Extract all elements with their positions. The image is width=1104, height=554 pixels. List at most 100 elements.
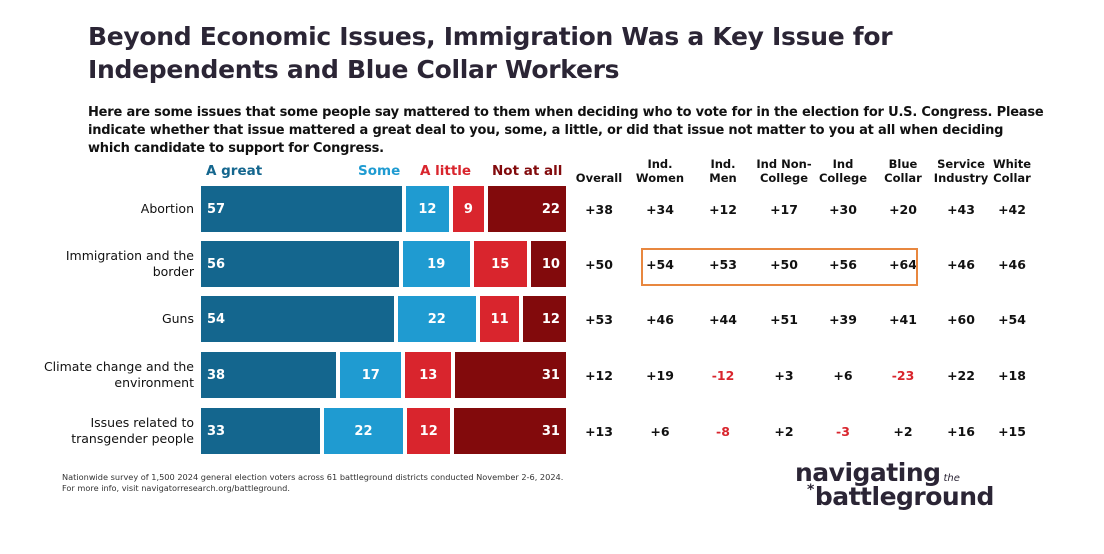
- row-label-line: border: [152, 264, 194, 279]
- table-cell: +30: [829, 202, 857, 217]
- row-label: Guns: [162, 311, 194, 327]
- logo-navigating: navigating: [795, 458, 941, 487]
- row-label-line: Abortion: [140, 201, 194, 216]
- bar-value-label: 22: [541, 201, 560, 217]
- bar-segment-not-at-all: 10: [530, 241, 566, 287]
- table-cell: +12: [585, 368, 613, 383]
- bar-segment-some: 19: [402, 241, 470, 287]
- column-header-line: College: [818, 171, 868, 185]
- bar-value-label: 33: [207, 423, 226, 439]
- bar-segment-not-at-all: 12: [523, 296, 566, 342]
- table-cell: +3: [774, 368, 794, 383]
- column-header: Service Industry: [921, 157, 1001, 185]
- column-header: Blue Collar: [863, 157, 943, 185]
- row-label-line: Guns: [161, 311, 194, 326]
- column-header-line: Overall: [575, 171, 623, 185]
- bar-segment-some: 17: [340, 352, 402, 398]
- bar-segment-not-at-all: 22: [488, 186, 566, 232]
- table-cell: +50: [585, 257, 613, 272]
- row-label: Issues related to transgender people: [71, 415, 194, 447]
- table-cell: +53: [585, 312, 613, 327]
- legend-item-not-at-all: Not at all: [492, 163, 563, 179]
- row-label: Climate change and the environment: [44, 359, 194, 391]
- bar-value-label: 56: [207, 256, 226, 272]
- column-header: Ind Non- College: [744, 157, 824, 185]
- table-cell: +6: [833, 368, 853, 383]
- table-cell: -23: [891, 368, 915, 383]
- table-cell: +2: [774, 424, 794, 439]
- chart-title: Beyond Economic Issues, Immigration Was …: [88, 22, 893, 84]
- bar-segment-a-little: 9: [452, 186, 485, 232]
- column-header: Ind. Men: [683, 157, 763, 185]
- footnote: Nationwide survey of 1,500 2024 general …: [62, 472, 563, 494]
- logo-the: the: [943, 473, 960, 484]
- question-text: Here are some issues that some people sa…: [88, 105, 1044, 156]
- table-cell: +17: [770, 202, 798, 217]
- navigating-the-battleground-logo: navigating the *battleground: [795, 458, 994, 511]
- row-label: Abortion: [141, 201, 194, 217]
- table-cell: +2: [893, 424, 913, 439]
- column-header-line: White: [992, 157, 1032, 171]
- bar-segment-some: 12: [406, 186, 449, 232]
- bar-value-label: 12: [419, 423, 438, 439]
- legend-item-some: Some: [358, 163, 401, 179]
- table-cell: +39: [829, 312, 857, 327]
- bar-segment-not-at-all: 31: [455, 352, 566, 398]
- table-cell: +22: [947, 368, 975, 383]
- table-cell: +13: [585, 424, 613, 439]
- row-label-line: environment: [114, 375, 194, 390]
- bar-segment-a-little: 11: [479, 296, 520, 342]
- table-cell: +38: [585, 202, 613, 217]
- table-cell: +20: [889, 202, 917, 217]
- bar-segment-a-little: 12: [407, 408, 451, 454]
- bar-segment-not-at-all: 31: [454, 408, 566, 454]
- legend-item-a-great: A great: [206, 163, 263, 179]
- table-cell: +15: [998, 424, 1026, 439]
- table-cell: +50: [770, 257, 798, 272]
- bar-value-label: 22: [354, 423, 373, 439]
- column-header-line: Industry: [933, 171, 989, 185]
- bar-value-label: 54: [207, 311, 226, 327]
- bar-segment-some: 22: [323, 408, 404, 454]
- table-cell: +41: [889, 312, 917, 327]
- bar-value-label: 12: [541, 311, 560, 327]
- bar-value-label: 38: [207, 367, 226, 383]
- legend-item-a-little: A little: [420, 163, 472, 179]
- table-cell: +18: [998, 368, 1026, 383]
- highlight-box: [641, 248, 918, 286]
- bar-value-label: 10: [541, 256, 560, 272]
- column-header: White Collar: [972, 157, 1052, 185]
- bar-value-label: 22: [427, 311, 446, 327]
- table-cell: -12: [711, 368, 735, 383]
- bar-segment-a-great: 33: [201, 408, 320, 454]
- column-header-line: Ind: [832, 157, 854, 171]
- table-cell: +6: [650, 424, 670, 439]
- bar-value-label: 57: [207, 201, 226, 217]
- column-header-line: Service: [937, 157, 985, 171]
- table-cell: +19: [646, 368, 674, 383]
- bar-value-label: 12: [418, 201, 437, 217]
- table-cell: +60: [947, 312, 975, 327]
- bar-segment-a-little: 13: [405, 352, 452, 398]
- bar-value-label: 13: [419, 367, 438, 383]
- row-label-line: Issues related to: [90, 415, 194, 430]
- table-cell: +51: [770, 312, 798, 327]
- table-cell: +42: [998, 202, 1026, 217]
- bar-value-label: 9: [463, 201, 473, 217]
- table-cell: +53: [709, 257, 737, 272]
- column-header-line: Ind.: [710, 157, 736, 171]
- bar-value-label: 19: [427, 256, 446, 272]
- footnote-line-1: Nationwide survey of 1,500 2024 general …: [62, 472, 564, 482]
- bar-value-label: 31: [541, 423, 560, 439]
- table-cell: +46: [998, 257, 1026, 272]
- column-header-line: College: [759, 171, 809, 185]
- bar-segment-a-great: 54: [201, 296, 394, 342]
- bar-value-label: 17: [361, 367, 380, 383]
- column-header-line: Ind Non-: [756, 157, 812, 171]
- column-header: Ind. Women: [620, 157, 700, 185]
- table-cell: +43: [947, 202, 975, 217]
- row-label: Immigration and the border: [66, 248, 194, 280]
- table-cell: +16: [947, 424, 975, 439]
- table-cell: +54: [646, 257, 674, 272]
- table-cell: +56: [829, 257, 857, 272]
